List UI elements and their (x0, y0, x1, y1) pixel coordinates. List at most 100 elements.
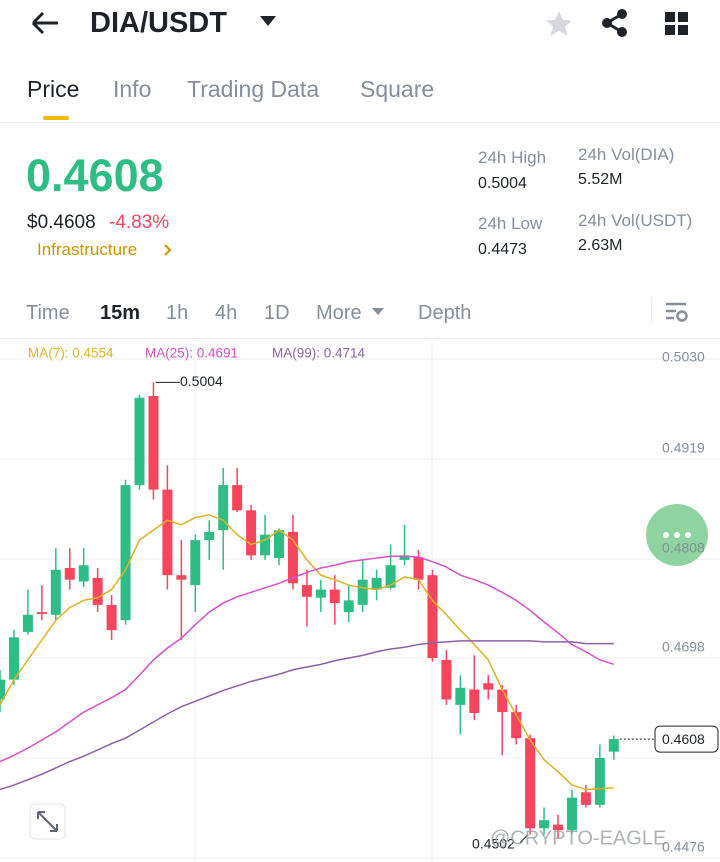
stat-value: 5.52M (578, 171, 623, 188)
y-tick-label: 0.4808 (662, 540, 705, 556)
candle-body (315, 589, 326, 598)
candle-body (301, 585, 312, 597)
stat-label: 24h Vol(USDT) (578, 211, 693, 230)
interval[interactable]: 1D (264, 302, 290, 324)
candle-body (274, 530, 284, 559)
ma-legend: MA(7): 0.4554 (28, 346, 114, 361)
candle-body (427, 575, 438, 659)
high-label: 0.5004 (180, 373, 223, 389)
divider (0, 338, 720, 339)
candle-body (525, 738, 536, 829)
interval[interactable]: Depth (418, 302, 472, 324)
candle-body (204, 531, 215, 541)
candlestick-chart: 0.5004 0.4502 @CRYPTO-EAGLE 0.5030 0.4919 0… (0, 339, 720, 862)
tab[interactable]: Price (27, 76, 80, 102)
candle-body (343, 600, 354, 613)
settings-icon[interactable] (664, 301, 690, 323)
candle-body (385, 565, 396, 588)
stat-value: 0.5004 (478, 175, 527, 192)
dot (663, 532, 669, 538)
low-label: 0.4502 (472, 835, 515, 851)
candle-body (455, 687, 466, 705)
expand-icon (37, 811, 58, 832)
ma-legend: MA(25): 0.4691 (145, 346, 238, 361)
candle-body (539, 820, 550, 829)
interval[interactable]: 4h (215, 302, 238, 324)
fiat-price: $0.4608 (27, 212, 96, 233)
last-price-label: 0.4608 (662, 731, 705, 747)
divider (651, 298, 652, 324)
candle-body (399, 555, 410, 560)
y-tick-label: 0.5030 (662, 349, 705, 365)
candle-body (441, 659, 452, 700)
last-price-box (654, 725, 719, 753)
low-pointer (519, 834, 529, 843)
more-dropdown (372, 308, 384, 315)
star-icon[interactable] (544, 9, 574, 39)
candle-body (232, 485, 243, 511)
divider (0, 122, 720, 123)
back-icon[interactable] (30, 10, 60, 36)
candle-body (64, 567, 75, 580)
candle-body (176, 575, 187, 580)
candle-body (511, 712, 522, 739)
candle-body (469, 689, 480, 713)
stat-label: 24h Low (478, 214, 543, 233)
candle-body (106, 604, 117, 631)
stat-value: 2.63M (578, 237, 623, 254)
tab-indicator (43, 116, 69, 120)
ma-legend: MA(99): 0.4714 (272, 346, 366, 361)
candle-body (50, 569, 61, 615)
tab[interactable]: Info (113, 76, 152, 102)
candle-body (371, 577, 382, 590)
category-link[interactable]: Infrastructure (37, 240, 138, 259)
candle-body (580, 792, 591, 805)
candle-body (134, 397, 145, 486)
candle-body (594, 758, 605, 805)
candle-body (92, 577, 103, 605)
y-tick-label: 0.4919 (662, 440, 705, 456)
pair-dropdown[interactable] (259, 15, 277, 27)
y-tick-label: 0.4698 (662, 639, 705, 655)
candle-body (22, 614, 33, 632)
ma-line (0, 555, 615, 763)
ma-line (0, 514, 614, 791)
candle-body (8, 637, 19, 680)
last-price: 0.4608 (26, 150, 164, 201)
candle-body (260, 534, 271, 556)
chevron (164, 244, 172, 256)
candle-body (497, 689, 508, 713)
share-icon[interactable] (600, 8, 630, 38)
candle-body (566, 797, 577, 831)
interval[interactable]: Time (26, 302, 70, 324)
candle-body (329, 589, 340, 604)
candle-body (78, 565, 89, 582)
stat-value: 0.4473 (478, 241, 527, 258)
y-tick-label: 0.4476 (662, 839, 705, 855)
candle-body (218, 485, 229, 531)
tab[interactable]: Trading Data (187, 76, 320, 102)
candle-body (36, 612, 47, 614)
tab[interactable]: Square (360, 76, 435, 102)
candle-body (553, 824, 563, 831)
candle-body (608, 739, 619, 752)
grid-icon[interactable] (664, 11, 690, 37)
candle-body (162, 489, 173, 576)
candle-body (0, 679, 5, 700)
dot (685, 532, 691, 538)
candle-body (120, 485, 131, 621)
pair-title[interactable]: DIA/USDT (90, 7, 227, 39)
candle-body (287, 531, 298, 584)
interval[interactable]: 1h (166, 302, 189, 324)
ma-line (0, 640, 614, 791)
price-change: -4.83% (109, 212, 170, 233)
interval[interactable]: More (316, 302, 362, 324)
candle-body (246, 510, 257, 556)
candle-body (357, 579, 368, 605)
interval[interactable]: 15m (100, 302, 141, 324)
dot (674, 532, 680, 538)
stat-label: 24h Vol(DIA) (578, 145, 675, 164)
watermark: @CRYPTO-EAGLE (490, 827, 666, 849)
candle-body (483, 683, 494, 690)
